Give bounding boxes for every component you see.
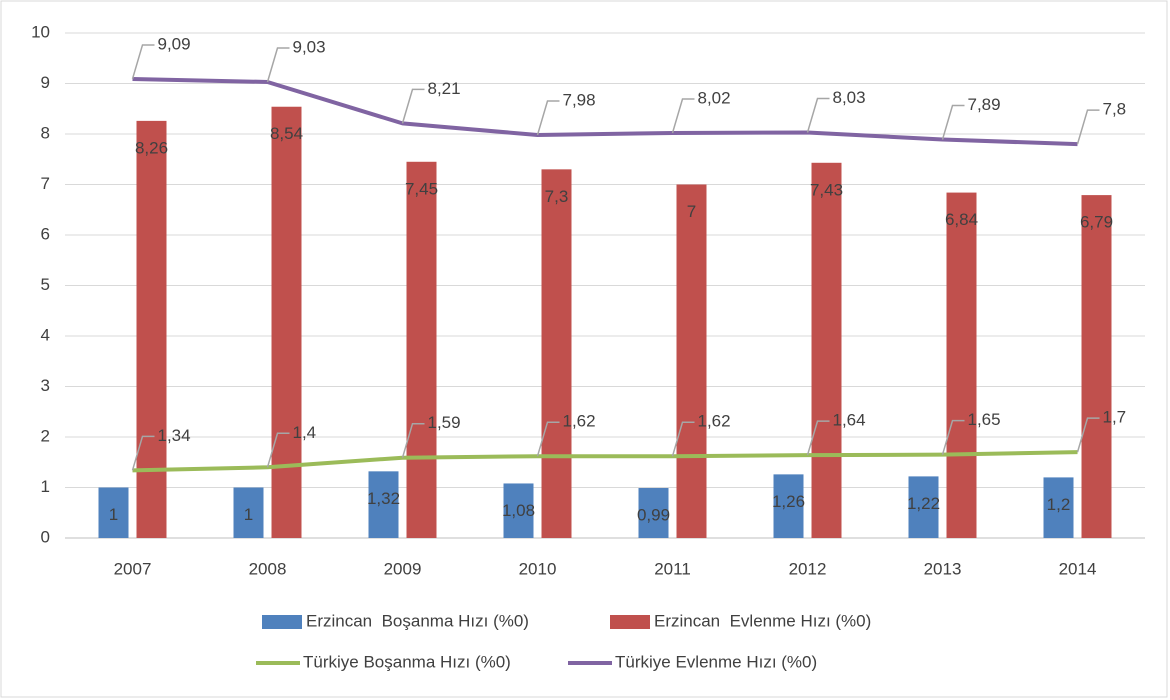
y-tick-label: 0 <box>41 527 50 546</box>
leader-line <box>806 97 830 133</box>
bar <box>368 471 399 538</box>
legend-swatch <box>262 615 302 629</box>
line-label: 7,98 <box>563 90 596 109</box>
bar-label: 1 <box>109 505 118 524</box>
bar-label: 6,84 <box>945 210 978 229</box>
legend-label: Erzincan Evlenme Hızı (%0) <box>654 611 871 630</box>
leader-line <box>671 421 695 457</box>
y-tick-label: 3 <box>41 376 50 395</box>
legend-label: Erzincan Boşanma Hızı (%0) <box>306 611 529 630</box>
bar-label: 1,2 <box>1047 495 1071 514</box>
y-tick-label: 4 <box>41 325 50 344</box>
bar-label: 7,43 <box>810 180 843 199</box>
leader-line <box>1076 109 1100 145</box>
x-tick-label: 2011 <box>654 559 691 578</box>
bar-label: 1,08 <box>502 501 535 520</box>
bar <box>541 169 572 538</box>
x-tick-label: 2010 <box>519 559 557 578</box>
bar <box>946 192 977 538</box>
bar <box>1043 477 1074 538</box>
line-label: 9,03 <box>293 37 326 56</box>
bar <box>638 488 669 538</box>
line-label: 1,34 <box>158 426 191 445</box>
bar <box>676 184 707 538</box>
leader-line <box>806 420 830 456</box>
line-label: 1,59 <box>428 413 461 432</box>
line-label: 7,8 <box>1103 100 1127 119</box>
bar-label: 8,54 <box>270 124 303 143</box>
x-tick-label: 2012 <box>789 559 827 578</box>
bar <box>233 487 264 538</box>
bar-label: 7,3 <box>545 187 569 206</box>
x-tick-label: 2014 <box>1059 559 1097 578</box>
bar <box>811 162 842 538</box>
legend-swatch <box>610 615 650 629</box>
bar-label: 7,45 <box>405 179 438 198</box>
bar <box>136 120 167 539</box>
leader-line <box>941 419 965 455</box>
leader-line <box>131 44 155 80</box>
y-tick-label: 7 <box>41 174 50 193</box>
line-label: 8,21 <box>428 79 461 98</box>
line-label: 1,4 <box>293 423 317 442</box>
x-tick-label: 2007 <box>114 559 152 578</box>
y-tick-label: 8 <box>41 123 50 142</box>
leader-line <box>671 98 695 134</box>
bar <box>503 483 534 538</box>
bar-label: 1,22 <box>907 494 940 513</box>
y-tick-label: 6 <box>41 224 50 243</box>
bar <box>773 474 804 538</box>
bar <box>271 106 302 538</box>
y-tick-label: 10 <box>31 22 50 41</box>
line-label: 7,89 <box>968 95 1001 114</box>
y-tick-label: 2 <box>41 426 50 445</box>
x-tick-label: 2013 <box>924 559 962 578</box>
bar <box>406 161 437 538</box>
y-tick-label: 9 <box>41 73 50 92</box>
bar-label: 7 <box>687 202 696 221</box>
line-label: 1,62 <box>698 412 731 431</box>
leader-line <box>401 422 425 458</box>
line-label: 1,7 <box>1103 408 1127 427</box>
line-label: 1,64 <box>833 411 866 430</box>
leader-line <box>266 432 290 468</box>
leader-line <box>941 104 965 140</box>
leader-line <box>266 47 290 83</box>
bar-label: 8,26 <box>135 138 168 157</box>
line <box>132 450 1078 473</box>
line-label: 8,03 <box>833 88 866 107</box>
leader-line <box>1076 417 1100 453</box>
legend-label: Türkiye Boşanma Hızı (%0) <box>303 652 511 671</box>
bar <box>98 487 129 538</box>
line <box>132 76 1078 147</box>
line-label: 1,65 <box>968 410 1001 429</box>
bar-label: 0,99 <box>637 505 670 524</box>
leader-line <box>401 88 425 124</box>
leader-line <box>131 435 155 471</box>
line-label: 1,62 <box>563 412 596 431</box>
bar-label: 1 <box>244 505 253 524</box>
bar <box>1081 195 1112 539</box>
line-label: 8,02 <box>698 88 731 107</box>
leader-line <box>536 100 560 136</box>
x-tick-label: 2008 <box>249 559 287 578</box>
leader-line <box>536 421 560 457</box>
x-tick-label: 2009 <box>384 559 422 578</box>
bar-label: 1,32 <box>367 489 400 508</box>
bar-label: 1,26 <box>772 492 805 511</box>
line-label: 9,09 <box>158 34 191 53</box>
y-tick-label: 1 <box>41 477 50 496</box>
legend-label: Türkiye Evlenme Hızı (%0) <box>615 652 817 671</box>
bar-label: 6,79 <box>1080 213 1113 232</box>
y-tick-label: 5 <box>41 275 50 294</box>
bar <box>908 476 939 538</box>
